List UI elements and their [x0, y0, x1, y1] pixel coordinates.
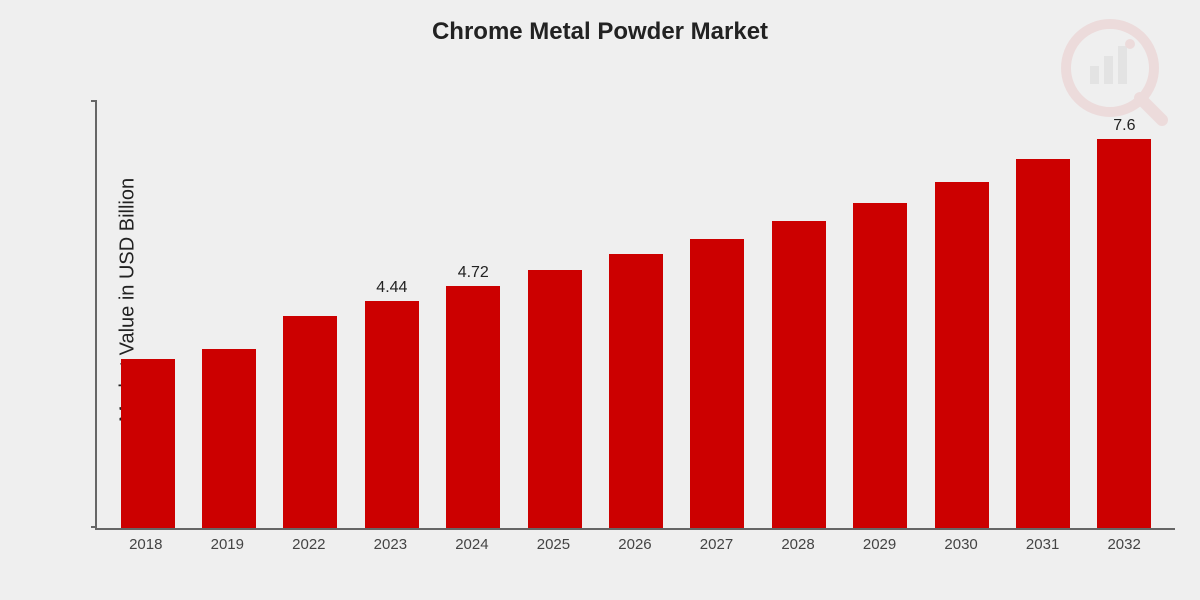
- plot-area: 4.44 4.72 7.6: [95, 100, 1175, 530]
- bar-wrap: [1002, 100, 1083, 528]
- bar-wrap: [595, 100, 676, 528]
- bar: [690, 239, 744, 528]
- bar-wrap: [758, 100, 839, 528]
- x-axis-label: 2028: [757, 536, 839, 553]
- bar: [202, 349, 256, 528]
- bar-value-label: 4.44: [376, 279, 407, 297]
- bar-wrap: [514, 100, 595, 528]
- x-axis-label: 2018: [105, 536, 187, 553]
- bar-wrap: [677, 100, 758, 528]
- bar-value-label: 4.72: [458, 264, 489, 282]
- bar: [446, 286, 500, 528]
- bar-wrap: [840, 100, 921, 528]
- bar: [283, 316, 337, 528]
- x-axis-label: 2019: [187, 536, 269, 553]
- chart-title: Chrome Metal Powder Market: [0, 18, 1200, 46]
- bar-wrap: 4.72: [433, 100, 514, 528]
- x-axis-label: 2026: [594, 536, 676, 553]
- x-axis-label: 2032: [1083, 536, 1165, 553]
- bar: [121, 359, 175, 528]
- bar: [853, 203, 907, 528]
- bar: [528, 270, 582, 529]
- bar-wrap: 4.44: [351, 100, 432, 528]
- bar-wrap: [107, 100, 188, 528]
- bars-container: 4.44 4.72 7.6: [97, 100, 1175, 528]
- x-axis-label: 2023: [350, 536, 432, 553]
- bar: [1016, 159, 1070, 528]
- bar-wrap: [188, 100, 269, 528]
- x-axis-label: 2024: [431, 536, 513, 553]
- x-axis-label: 2031: [1002, 536, 1084, 553]
- x-axis-labels: 2018201920222023202420252026202720282029…: [95, 536, 1175, 553]
- bar: [609, 254, 663, 528]
- bar-wrap: [270, 100, 351, 528]
- bar-wrap: 7.6: [1084, 100, 1165, 528]
- x-axis-label: 2022: [268, 536, 350, 553]
- bar: [1097, 139, 1151, 528]
- x-axis-label: 2027: [676, 536, 758, 553]
- bar-value-label: 7.6: [1113, 117, 1135, 135]
- x-axis-label: 2025: [513, 536, 595, 553]
- x-axis-label: 2029: [839, 536, 921, 553]
- bar-wrap: [921, 100, 1002, 528]
- bar: [772, 221, 826, 528]
- bar: [365, 301, 419, 528]
- x-axis-label: 2030: [920, 536, 1002, 553]
- bar: [935, 182, 989, 528]
